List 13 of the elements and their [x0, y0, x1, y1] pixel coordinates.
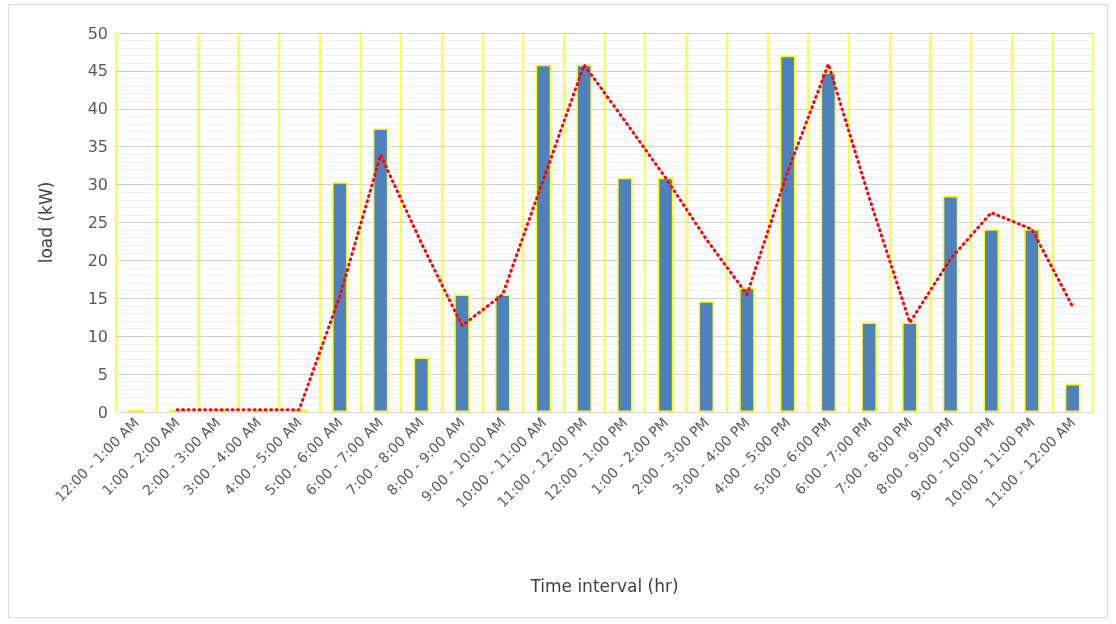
y-tick-label: 5: [97, 364, 108, 384]
y-tick-label: 40: [87, 99, 108, 119]
y-tick-label: 0: [97, 402, 108, 422]
x-axis-title: Time interval (hr): [529, 575, 679, 596]
y-tick-label: 30: [87, 175, 108, 195]
y-tick-label: 10: [87, 326, 108, 346]
y-tick-label: 45: [87, 61, 108, 81]
y-tick-label: 35: [87, 137, 108, 157]
y-tick-label: 15: [87, 288, 108, 308]
y-tick-label: 25: [87, 213, 108, 232]
y-tick-label: 50: [87, 23, 108, 43]
y-axis-title: load (kW): [35, 181, 56, 264]
y-tick-label: 20: [87, 250, 108, 270]
